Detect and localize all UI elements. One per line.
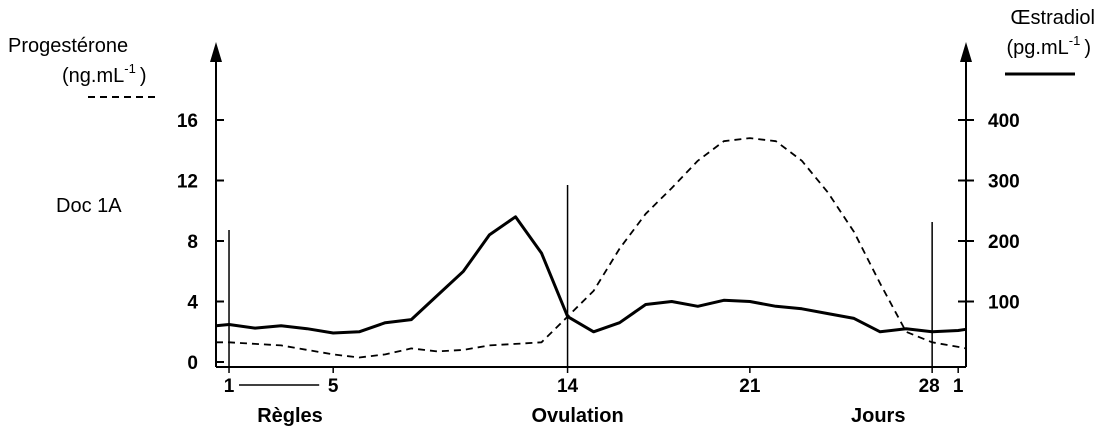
left-axis-arrow (210, 42, 222, 62)
series-group (215, 137, 967, 359)
left-tick-label: 0 (187, 353, 198, 374)
x-tick-label: 21 (739, 376, 761, 397)
left-tick-label: 16 (177, 111, 198, 132)
estradiol-series-line (215, 215, 967, 335)
x-tick-label: 1 (224, 376, 235, 397)
right-tick-label: 200 (988, 232, 1020, 253)
x-axis-ticks: 1 5 14 21 28 1 (224, 367, 964, 397)
right-tick-label: 400 (988, 111, 1020, 132)
right-axis-ticks: 100 200 300 400 (958, 111, 1020, 314)
marker-label: Règles (257, 405, 323, 427)
left-tick-label: 12 (177, 172, 198, 193)
left-axis-title: Progestérone (8, 35, 128, 57)
x-tick-label: 1 (953, 376, 964, 397)
right-axis-unit: (pg.mL-1) (1007, 33, 1091, 59)
left-axis-unit: (ng.mL-1) (62, 61, 146, 87)
x-tick-label: 5 (328, 376, 339, 397)
left-tick-label: 8 (187, 232, 198, 253)
x-tick-label: 28 (919, 376, 940, 397)
event-markers: Règles Ovulation (228, 185, 933, 427)
left-axis-ticks: 0 4 8 12 16 (177, 111, 224, 374)
x-tick-label: 14 (557, 376, 579, 397)
left-tick-label: 4 (187, 293, 198, 314)
right-axis-title: Œstradiol (1011, 7, 1095, 29)
right-axis-arrow (960, 42, 972, 62)
x-axis-label: Jours (851, 405, 905, 427)
right-tick-label: 300 (988, 172, 1020, 193)
doc-label: Doc 1A (56, 195, 122, 217)
progesterone-series-line (216, 137, 967, 359)
right-tick-label: 100 (988, 293, 1020, 314)
marker-label: Ovulation (531, 405, 623, 427)
